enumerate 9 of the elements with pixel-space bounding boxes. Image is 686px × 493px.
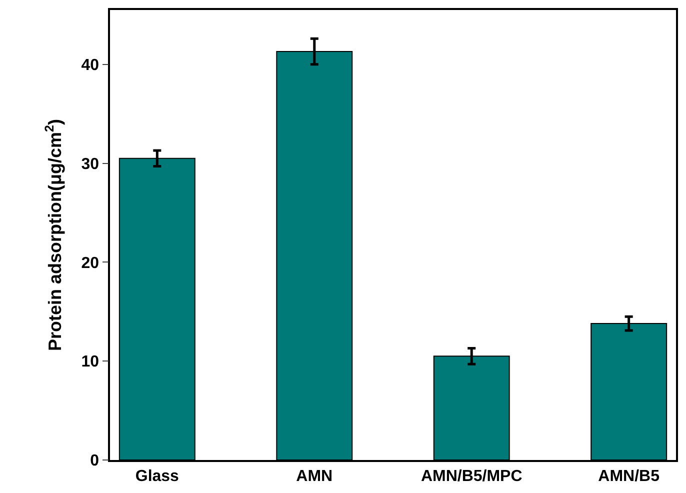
x-tick-label: Glass	[135, 468, 180, 485]
y-tick-label: 0	[90, 452, 100, 470]
x-tick-label: AMN	[296, 468, 333, 485]
y-tick-label: 40	[81, 57, 100, 74]
x-tick-label: AMN/B5/MPC	[420, 468, 523, 485]
x-tick-label: AMN/B5	[598, 468, 660, 485]
y-tick-label: 30	[81, 156, 100, 173]
y-tick-label: 20	[81, 254, 100, 272]
y-tick-label: 10	[81, 354, 100, 371]
